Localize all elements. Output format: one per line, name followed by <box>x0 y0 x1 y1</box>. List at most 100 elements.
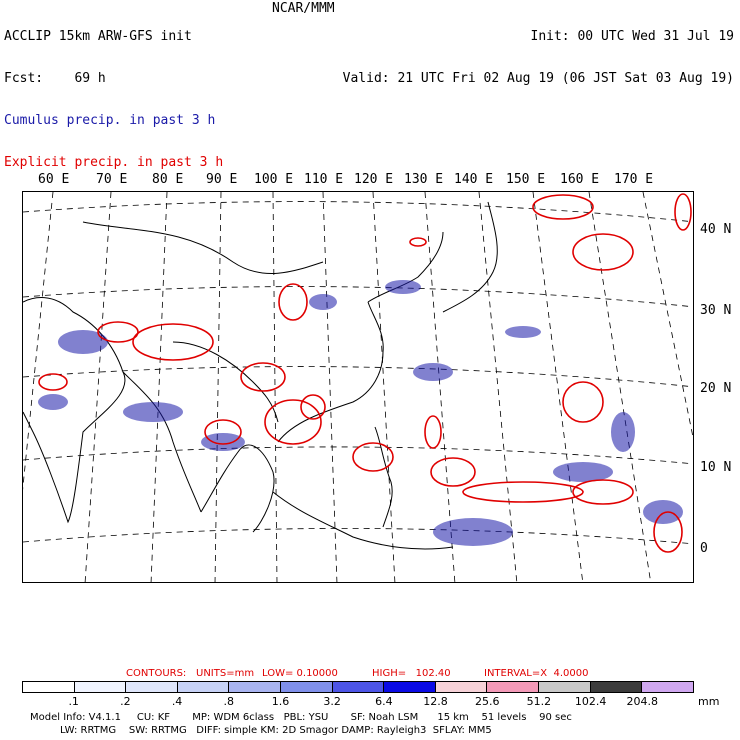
lat-label: 10 N <box>700 460 732 475</box>
colorbar-swatch <box>539 682 591 692</box>
lon-label: 150 E <box>506 172 546 187</box>
colorbar-swatch <box>74 682 127 692</box>
precip-cell <box>123 402 183 422</box>
precip-contour <box>97 321 139 343</box>
precip-cell <box>433 518 513 546</box>
china-coast <box>277 301 384 443</box>
lon-label: 60 E <box>38 172 70 187</box>
lat-label: 40 N <box>700 222 732 237</box>
precip-cell <box>643 500 683 524</box>
precip-cell <box>38 394 68 410</box>
lat-line-40 <box>23 201 693 223</box>
colorbar-tick-label: 25.6 <box>474 695 500 708</box>
explicit-precip <box>38 193 692 553</box>
cumulus-precip <box>38 280 683 546</box>
lon-label: 140 E <box>454 172 494 187</box>
precip-contour <box>572 233 634 271</box>
precip-contour <box>674 193 692 231</box>
contours-label: CONTOURS: <box>126 668 187 679</box>
lon-label: 120 E <box>354 172 394 187</box>
colorbar-tick-label: 204.8 <box>626 695 659 708</box>
lat-line-10 <box>23 446 693 465</box>
precip-contour <box>409 237 427 247</box>
precip-contour <box>240 362 286 392</box>
precip-contour <box>462 481 584 503</box>
lon-label: 90 E <box>206 172 238 187</box>
lat-line-0 <box>23 528 693 545</box>
precip-contour <box>300 394 326 420</box>
lon-label: 160 E <box>560 172 600 187</box>
valid-time: Valid: 21 UTC Fri 02 Aug 19 (06 JST Sat … <box>342 71 734 86</box>
legend-cumulus: Cumulus precip. in past 3 h <box>4 113 216 128</box>
coastlines <box>23 201 498 550</box>
lon-label: 70 E <box>96 172 128 187</box>
central-asia-border <box>82 221 324 275</box>
lon-label: 170 E <box>614 172 654 187</box>
himalaya-border <box>172 341 279 423</box>
map-canvas <box>23 192 693 582</box>
contour-info: CONTOURS: UNITS=mm LOW= 0.10000 HIGH= 10… <box>0 668 740 734</box>
colorbar-swatch <box>23 682 75 692</box>
contours-units: UNITS=mm <box>196 668 255 679</box>
colorbar-swatch <box>435 682 488 692</box>
contours-high: HIGH= 102.40 <box>372 668 451 679</box>
precip-contour <box>424 415 442 449</box>
lat-line-30 <box>23 286 693 308</box>
precip-cell <box>309 294 337 310</box>
philippines-coast <box>374 426 393 528</box>
precip-contour <box>132 323 214 361</box>
india-arabia-coast <box>23 297 126 524</box>
contours-low: LOW= 0.10000 <box>262 668 338 679</box>
precip-contour <box>532 194 594 220</box>
precip-contour <box>430 457 476 487</box>
lon-line <box>150 192 168 582</box>
colorbar-tick-label: 12.8 <box>423 695 448 708</box>
contours-interval: INTERVAL=X 4.0000 <box>484 668 589 679</box>
lon-line <box>84 192 112 582</box>
forecast-hour: Fcst: 69 h <box>4 71 106 86</box>
bay-of-bengal-coast <box>122 371 202 513</box>
colorbar-swatch <box>126 682 178 692</box>
header-right: Init: 00 UTC Wed 31 Jul 19 Valid: 21 UTC… <box>343 2 734 100</box>
lon-label: 80 E <box>152 172 184 187</box>
lon-line <box>322 192 338 582</box>
japan-coast <box>442 201 498 313</box>
model-info-line1: Model Info: V4.1.1 CU: KF MP: WDM 6class… <box>30 712 572 723</box>
precip-contour <box>562 381 604 423</box>
colorbar-tick-label: 3.2 <box>323 695 341 708</box>
precip-map <box>22 191 694 583</box>
korea-coast <box>367 231 444 303</box>
precip-cell <box>201 433 245 451</box>
colorbar-swatch <box>332 682 385 692</box>
precip-cell <box>611 412 635 452</box>
indochina-coast <box>200 444 275 533</box>
lon-line <box>588 192 652 582</box>
colorbar-swatch <box>642 682 693 692</box>
header-left: ACCLIP 15km ARW-GFS init Fcst: 69 h Cumu… <box>4 2 223 184</box>
colorbar-swatch <box>487 682 540 692</box>
colorbar-swatch <box>384 682 436 692</box>
precip-contour <box>352 442 394 472</box>
precip-cell <box>553 462 613 482</box>
precip-cell <box>385 280 421 294</box>
graticule <box>23 192 693 582</box>
lat-label: 0 <box>700 541 708 556</box>
lon-label: 100 E <box>254 172 294 187</box>
model-info-line2: LW: RRTMG SW: RRTMG DIFF: simple KM: 2D … <box>60 725 492 736</box>
colorbar-swatch <box>281 682 333 692</box>
precip-contour <box>204 419 242 445</box>
precip-contour <box>653 511 683 553</box>
lon-line <box>23 192 54 490</box>
lon-label: 130 E <box>404 172 444 187</box>
org-label: NCAR/MMM <box>272 1 335 16</box>
lat-line-20 <box>23 366 693 388</box>
precip-cell <box>58 330 108 354</box>
colorbar-swatch <box>177 682 230 692</box>
lat-label: 30 N <box>700 303 732 318</box>
colorbar-swatch <box>229 682 282 692</box>
colorbar-unit: mm <box>698 695 720 708</box>
precip-contour <box>38 373 68 391</box>
init-time: Init: 00 UTC Wed 31 Jul 19 <box>530 29 735 44</box>
colorbar-tick-label: 51.2 <box>526 695 552 708</box>
lon-line <box>532 192 584 582</box>
